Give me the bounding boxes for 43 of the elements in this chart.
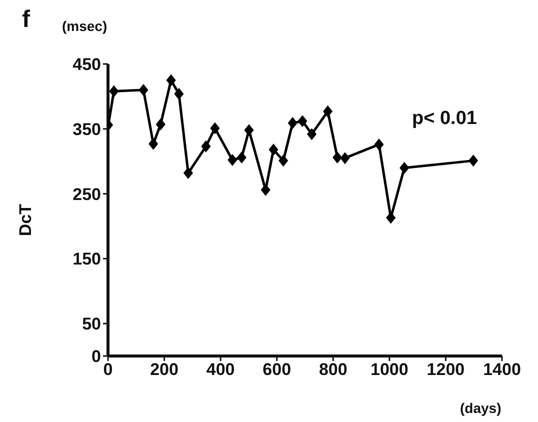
x-tick-label: 800 [318,360,348,380]
point [268,144,278,156]
y-tick-label: 150 [72,250,101,269]
y-tick-label: 50 [82,314,101,334]
x-tick-label: 1400 [483,360,521,380]
point [109,85,119,98]
x-tick-label: 1000 [370,360,408,380]
point [298,115,308,128]
point [148,138,158,150]
point [174,88,184,100]
point [322,105,333,118]
point [156,118,166,130]
x-tick-label: 600 [262,360,292,380]
point [260,184,270,196]
chart-title: f [22,6,30,33]
point [236,151,246,164]
point [138,84,148,96]
point [210,122,220,134]
y-tick-label: 250 [72,184,101,204]
x-tick-label: 200 [150,360,178,380]
point [288,117,298,130]
point [340,152,350,164]
y-axis-title: DcT [16,204,36,236]
point [228,154,238,166]
text: (msec) [62,18,108,34]
x-tick-label: 0 [103,360,113,380]
point [374,138,384,150]
point [306,128,317,140]
point [183,167,194,180]
point [201,140,211,152]
annotation: p< 0.01 [412,108,477,129]
point [332,151,342,164]
point [166,74,176,86]
y-tick-label: 450 [72,55,101,74]
y-tick-label: 0 [92,347,101,366]
point [400,162,410,174]
point [278,154,288,167]
x-axis-title: (days) [460,400,502,416]
x-tick-label: 1200 [426,360,465,380]
y-tick-label: 350 [72,120,101,139]
point [468,154,478,167]
point [244,124,254,136]
x-tick-label: 400 [206,360,235,380]
